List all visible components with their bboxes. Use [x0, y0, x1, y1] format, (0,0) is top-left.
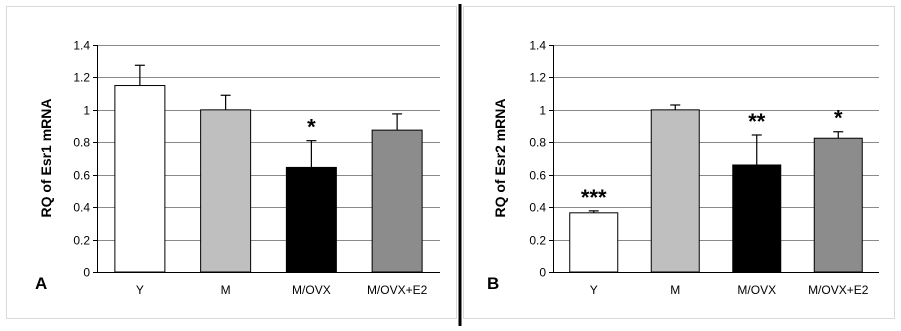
x-tick-label: Y	[590, 283, 598, 297]
y-tick-label: 1.2	[529, 71, 546, 85]
y-axis-label-b: RQ of Esr2 mRNA	[492, 98, 508, 217]
y-tick-label: 0.6	[73, 169, 90, 183]
bar-y	[114, 85, 166, 273]
x-tick-label: M/OVX	[292, 283, 331, 297]
y-tick-label: 0.8	[73, 136, 90, 150]
y-tick-label: 0.8	[529, 136, 546, 150]
y-tick-label: 1.4	[529, 39, 546, 53]
bar-m	[200, 109, 252, 273]
significance-marker: *	[834, 106, 843, 131]
bars-b: ***** *	[569, 104, 863, 273]
y-tick-label: 0.6	[529, 169, 546, 183]
panel-label-a: A	[35, 274, 47, 293]
y-tick-label: 0.2	[73, 234, 90, 248]
significance-marker: **	[748, 109, 766, 134]
bar-m-ovx-e2	[371, 129, 423, 273]
y-tick-label: 1.4	[73, 39, 90, 53]
y-tick-label: 1	[539, 104, 546, 118]
y-tick-label: 1.2	[73, 71, 90, 85]
panel-a: RQ of Esr1 mRNA A 0 0.2 0.4 0.6 0.8 1 1.2 1.4 *…	[35, 39, 440, 297]
x-tick-label: Y	[136, 283, 144, 297]
y-tick-label: 0	[539, 266, 546, 280]
panel-b: RQ of Esr2 mRNA B 0 0.2 0.4 0.6 0.8 1 1.2 1.4 *…	[487, 39, 879, 297]
bar-m	[650, 109, 700, 273]
y-tick-label: 0	[83, 266, 90, 280]
panel-label-b: B	[487, 274, 499, 293]
x-tick-label: M	[670, 283, 680, 297]
bars-a: *	[114, 64, 423, 273]
x-tick-label: M	[221, 283, 231, 297]
y-tick-label: 0.4	[529, 201, 546, 215]
y-ticks-a: 0 0.2 0.4 0.6 0.8 1 1.2 1.4	[73, 39, 440, 280]
x-labels-a: Y M M/OVX M/OVX+E2	[136, 283, 428, 297]
x-tick-label: M/OVX+E2	[367, 283, 428, 297]
significance-marker: *	[307, 115, 316, 140]
bar-m-ovx	[285, 166, 337, 273]
chart-frame-a	[6, 6, 457, 319]
bar-m-ovx-e2	[813, 137, 863, 273]
significance-marker: ***	[581, 185, 607, 210]
y-tick-label: 0.2	[529, 234, 546, 248]
y-tick-label: 1	[83, 104, 90, 118]
x-labels-b: Y M M/OVX M/OVX+E2	[590, 283, 869, 297]
y-axis-label-a: RQ of Esr1 mRNA	[38, 98, 54, 217]
bar-y	[569, 212, 619, 273]
y-tick-label: 0.4	[73, 201, 90, 215]
x-tick-label: M/OVX+E2	[808, 283, 869, 297]
chart-frame-b	[463, 6, 895, 319]
bar-m-ovx	[732, 164, 782, 273]
x-tick-label: M/OVX	[737, 283, 776, 297]
